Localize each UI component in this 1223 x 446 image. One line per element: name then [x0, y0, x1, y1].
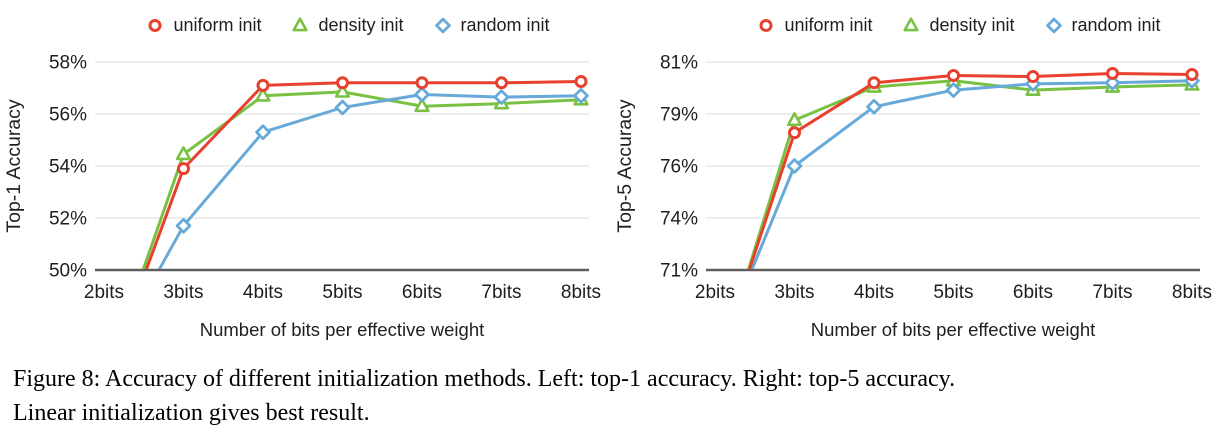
- y-tick-label: 54%: [49, 157, 87, 178]
- data-point-marker: [495, 76, 508, 90]
- series-line-uniform: [748, 71, 1194, 269]
- legend-item-uniform: uniform init: [146, 15, 261, 36]
- open-circle-icon: [759, 19, 773, 32]
- data-point-marker: [334, 99, 351, 116]
- data-point-marker: [1045, 17, 1062, 34]
- top5-chart-plot: 81% 79% 76% 74% 71%2bits 3bits 4bits 5bits 6bits…: [614, 53, 1212, 341]
- y-tick-label: 56%: [49, 105, 87, 126]
- data-point-marker: [148, 19, 162, 32]
- legend-label: random init: [1071, 14, 1161, 35]
- x-axis-title: Number of bits per effective weight: [811, 319, 1096, 340]
- data-point-marker: [434, 17, 451, 34]
- legend-label: density init: [318, 14, 404, 35]
- legend-item-random: random init: [1045, 15, 1161, 36]
- data-point-marker: [255, 124, 271, 140]
- data-point-marker: [947, 69, 960, 83]
- data-point-marker: [903, 17, 920, 32]
- x-tick-label: 6bits: [1013, 282, 1053, 303]
- series-line-density: [141, 90, 583, 269]
- y-tick-label: 50%: [49, 261, 87, 282]
- data-point-marker: [1026, 70, 1040, 84]
- y-tick-label: 76%: [660, 157, 698, 178]
- data-point-marker: [175, 217, 192, 234]
- y-tick-label: 74%: [660, 209, 698, 230]
- chart-legend: uniform init density init random init: [611, 0, 1222, 50]
- data-point-marker: [786, 112, 803, 127]
- data-point-marker: [1104, 74, 1121, 91]
- x-tick-label: 8bits: [561, 282, 601, 303]
- data-point-marker: [945, 82, 962, 98]
- data-point-marker: [292, 17, 309, 32]
- top1-accuracy-chart: uniform init density init random init 58% 5…: [0, 0, 611, 350]
- data-point-marker: [759, 19, 773, 32]
- data-point-marker: [786, 158, 803, 174]
- y-tick-label: 58%: [49, 53, 87, 74]
- series-line-random: [750, 79, 1194, 269]
- data-point-marker: [867, 76, 881, 90]
- series-line-uniform: [144, 80, 583, 269]
- legend-label: uniform init: [784, 14, 873, 35]
- x-tick-label: 5bits: [322, 282, 362, 303]
- x-tick-label: 3bits: [163, 282, 203, 303]
- data-point-marker: [1106, 66, 1119, 80]
- x-tick-label: 4bits: [854, 282, 894, 303]
- y-tick-label: 81%: [660, 53, 698, 74]
- chart-legend: uniform init density init random init: [0, 0, 611, 50]
- top5-accuracy-chart: uniform init density init random init 81% 7…: [611, 0, 1222, 350]
- y-axis-title: Top-5 Accuracy: [614, 99, 636, 233]
- y-tick-label: 52%: [49, 209, 87, 230]
- data-point-marker: [415, 76, 429, 90]
- data-point-marker: [414, 86, 430, 103]
- figure-8: uniform init density init random init 58% 5…: [0, 0, 1222, 430]
- data-point-marker: [493, 89, 510, 105]
- x-tick-label: 7bits: [1092, 282, 1132, 303]
- data-point-marker: [256, 78, 270, 92]
- figure-caption: Figure 8: Accuracy of different initiali…: [13, 362, 1218, 430]
- data-point-marker: [573, 88, 589, 104]
- data-point-marker: [574, 75, 588, 88]
- data-point-marker: [866, 98, 882, 115]
- data-point-marker: [1185, 67, 1199, 81]
- y-axis-title: Top-1 Accuracy: [3, 99, 25, 233]
- x-tick-label: 8bits: [1172, 282, 1212, 303]
- data-point-marker: [255, 87, 271, 102]
- open-triangle-icon: [903, 17, 920, 32]
- data-point-marker: [788, 126, 801, 140]
- x-tick-label: 6bits: [402, 282, 442, 303]
- charts-row: uniform init density init random init 58% 5…: [0, 0, 1222, 350]
- data-point-marker: [334, 83, 351, 98]
- legend-item-density: density init: [902, 14, 1015, 36]
- open-diamond-icon: [434, 17, 451, 34]
- open-diamond-icon: [1045, 17, 1062, 34]
- caption-line-1: Figure 8: Accuracy of different initiali…: [13, 366, 956, 392]
- open-circle-icon: [148, 19, 162, 32]
- data-point-marker: [1025, 76, 1041, 92]
- y-tick-label: 71%: [660, 261, 698, 282]
- series-line-density: [747, 79, 1194, 269]
- x-tick-label: 2bits: [84, 282, 124, 303]
- x-tick-label: 4bits: [243, 282, 283, 303]
- legend-item-density: density init: [291, 14, 404, 36]
- x-tick-label: 7bits: [481, 282, 521, 303]
- y-tick-label: 79%: [660, 105, 698, 126]
- legend-label: random init: [460, 14, 550, 35]
- legend-label: uniform init: [173, 14, 262, 35]
- x-tick-label: 5bits: [933, 282, 973, 303]
- x-tick-label: 3bits: [774, 282, 814, 303]
- top1-chart-plot: 58% 56% 54% 52% 50%2bits 3bits 4bits 5bits 6bits…: [3, 53, 601, 341]
- caption-line-2: Linear initialization gives best result.: [13, 400, 370, 426]
- x-axis-title: Number of bits per effective weight: [200, 319, 485, 340]
- legend-label: density init: [929, 14, 1015, 35]
- legend-item-uniform: uniform init: [757, 15, 872, 36]
- data-point-marker: [175, 146, 192, 161]
- x-tick-label: 2bits: [695, 282, 735, 303]
- data-point-marker: [336, 76, 349, 90]
- legend-item-random: random init: [434, 15, 550, 36]
- data-point-marker: [177, 162, 190, 176]
- series-line-random: [157, 93, 583, 269]
- open-triangle-icon: [292, 17, 309, 32]
- data-point-marker: [414, 98, 430, 113]
